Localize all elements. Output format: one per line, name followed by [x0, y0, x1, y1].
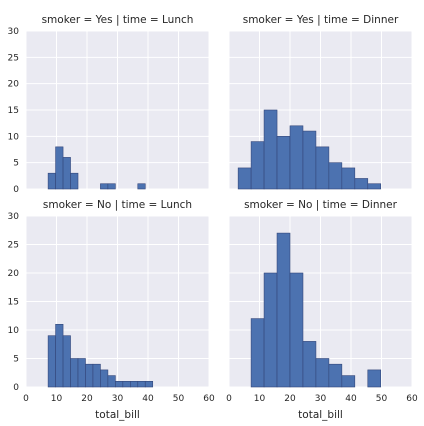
histogram-bar: [367, 369, 382, 388]
y-tick-label: 5: [13, 159, 19, 169]
x-tick-label: 10: [254, 394, 266, 404]
histogram-bar: [367, 183, 382, 190]
x-tick-label: 20: [284, 394, 296, 404]
histogram-bar: [62, 335, 71, 388]
y-tick-label: 30: [8, 212, 20, 222]
histogram-bar: [289, 125, 304, 190]
histogram-bar: [341, 375, 356, 388]
x-tick-label: 60: [406, 394, 418, 404]
histogram-bar: [315, 358, 330, 388]
y-tick-label: 0: [13, 185, 19, 195]
histogram-bar: [144, 380, 154, 388]
histogram-bar: [302, 341, 317, 388]
histogram-bar: [250, 141, 265, 190]
x-tick-label: 0: [226, 394, 232, 404]
histogram-bar: [100, 369, 109, 388]
histogram-bar: [276, 232, 291, 388]
y-tick-label: 5: [13, 355, 19, 365]
histogram-bar: [92, 363, 101, 388]
x-tick-label: 50: [376, 394, 388, 404]
y-tick-label: 20: [8, 269, 20, 279]
histogram-bar: [263, 109, 278, 190]
histogram-bar: [70, 172, 79, 190]
histogram-bar: [107, 183, 116, 190]
y-tick-label: 30: [8, 27, 20, 37]
histogram-bar: [107, 375, 116, 388]
histogram-bar: [237, 167, 252, 190]
histogram-bar: [250, 318, 265, 388]
histogram-bar: [130, 380, 139, 388]
histogram-bar: [55, 323, 64, 388]
x-tick-label: 20: [81, 394, 93, 404]
histogram-bar: [289, 272, 304, 388]
histogram-bar: [47, 172, 56, 190]
histogram-bar: [137, 183, 146, 190]
panel-title: smoker = Yes | time = Lunch: [42, 14, 194, 26]
x-tick-label: 40: [142, 394, 154, 404]
histogram-bar: [137, 380, 146, 388]
x-tick-label: 50: [173, 394, 185, 404]
y-tick-label: 15: [8, 298, 19, 308]
histogram-bar: [341, 167, 356, 190]
panel-title: smoker = Yes | time = Dinner: [243, 14, 399, 26]
panel-title: smoker = No | time = Lunch: [43, 199, 192, 211]
histogram-bar: [315, 146, 330, 190]
histogram-bar: [276, 136, 291, 190]
histogram-bar: [77, 358, 86, 388]
panel-title: smoker = No | time = Dinner: [244, 199, 398, 211]
y-tick-label: 25: [8, 53, 19, 63]
histogram-bar: [62, 157, 71, 190]
x-axis-label: total_bill: [95, 409, 140, 421]
histogram-bar: [302, 130, 317, 190]
y-tick-label: 25: [8, 241, 19, 251]
histogram-bar: [328, 363, 343, 388]
x-tick-label: 30: [315, 394, 327, 404]
histogram-bar: [47, 335, 56, 388]
histogram-bar: [328, 162, 343, 190]
histogram-bar: [263, 272, 278, 388]
histogram-bar: [70, 358, 79, 388]
y-tick-label: 0: [13, 383, 19, 393]
histogram-bar: [100, 183, 109, 190]
histogram-bar: [115, 380, 124, 388]
histogram-bar: [55, 146, 64, 190]
x-axis-label: total_bill: [298, 409, 343, 421]
histogram-bar: [122, 380, 131, 388]
x-tick-label: 10: [51, 394, 63, 404]
x-tick-label: 30: [112, 394, 124, 404]
x-tick-label: 60: [203, 394, 215, 404]
y-tick-label: 20: [8, 80, 20, 90]
y-tick-label: 15: [8, 106, 19, 116]
y-tick-label: 10: [8, 326, 20, 336]
x-tick-label: 0: [23, 394, 29, 404]
histogram-bar: [85, 363, 94, 388]
x-tick-label: 40: [345, 394, 357, 404]
histogram-bar: [354, 178, 369, 190]
y-tick-label: 10: [8, 132, 20, 142]
